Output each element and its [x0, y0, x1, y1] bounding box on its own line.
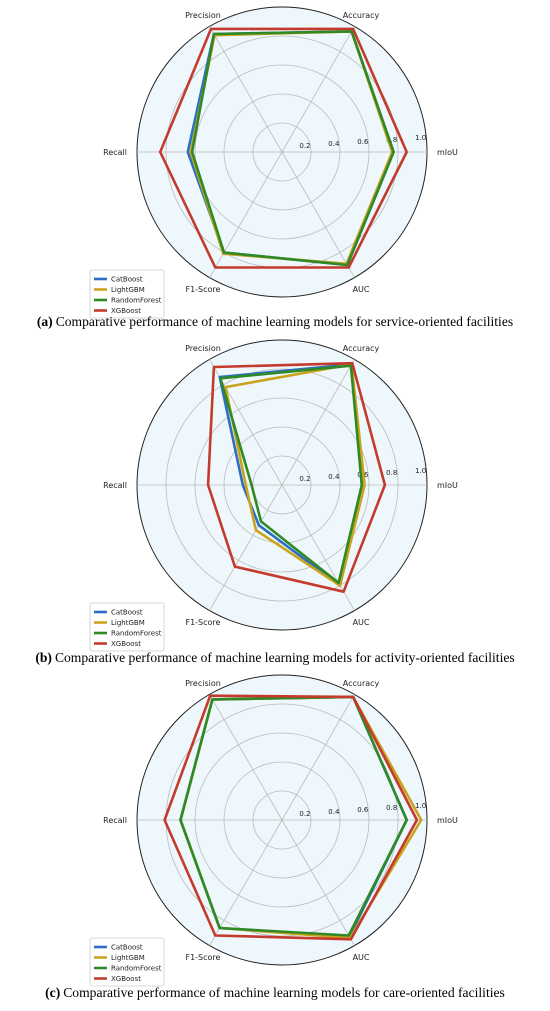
- legend-label: XGBoost: [111, 640, 141, 648]
- axis-label: Recall: [103, 481, 127, 490]
- series-line: [190, 30, 395, 267]
- axis-label: F1-Score: [185, 618, 220, 627]
- axis-label: Accuracy: [343, 679, 380, 688]
- r-tick-label: 0.2: [299, 142, 310, 150]
- legend-label: CatBoost: [111, 276, 143, 284]
- radar-chart: 0.2 0.4 0.6 0.8 1.0 mIoU Accuracy Precision Reca…: [45, 674, 505, 1001]
- legend-label: RandomForest: [111, 965, 162, 973]
- axis-label: Recall: [103, 816, 127, 825]
- spoke: [281, 484, 355, 611]
- caption-label: (b): [35, 650, 52, 666]
- legend-label: XGBoost: [111, 975, 141, 983]
- r-tick-label: 0.8: [386, 469, 397, 477]
- legend-box: [89, 602, 165, 652]
- r-tick-label: 0.6: [357, 806, 369, 814]
- legend-label: XGBoost: [111, 307, 141, 315]
- axis-label: Precision: [185, 679, 221, 688]
- series-line: [219, 364, 364, 585]
- spoke: [281, 26, 355, 153]
- r-tick-label: 0.4: [328, 140, 340, 148]
- axis-label: mIoU: [437, 148, 458, 157]
- spoke: [209, 26, 283, 153]
- r-tick-label: 1.0: [415, 134, 426, 142]
- legend-box: [89, 937, 165, 987]
- axis-label: Precision: [185, 11, 221, 20]
- legend-label: RandomForest: [111, 630, 162, 638]
- series-line: [158, 27, 408, 269]
- r-tick-label: 0.2: [299, 810, 310, 818]
- r-tick-label: 1.0: [415, 467, 426, 475]
- caption-text: Comparative performance of machine learn…: [55, 650, 515, 665]
- axis-label: AUC: [353, 285, 370, 294]
- axis-label: Precision: [185, 344, 221, 353]
- radar-chart: 0.2 0.4 0.6 0.8 1.0mIoUAccuracyPrecisionReca…: [35, 339, 515, 666]
- axis-label: AUC: [353, 953, 370, 962]
- axis-label: mIoU: [437, 481, 458, 490]
- spoke: [209, 484, 283, 611]
- r-tick-label: 0.2: [299, 475, 310, 483]
- axis-label: Recall: [103, 148, 127, 157]
- legend-label: CatBoost: [111, 609, 143, 617]
- r-tick-label: 0.6: [357, 138, 369, 146]
- axis-label: AUC: [353, 618, 370, 627]
- spoke: [281, 359, 355, 486]
- axis-label: Accuracy: [343, 344, 380, 353]
- legend-label: RandomForest: [111, 297, 162, 305]
- caption: (b) Comparative performance of machine le…: [35, 650, 514, 666]
- legend-label: LightGBM: [111, 619, 145, 627]
- axis-label: F1-Score: [185, 953, 220, 962]
- r-tick-label: 0.4: [328, 473, 340, 481]
- spoke: [281, 694, 355, 821]
- caption-text: Comparative performance of machine learn…: [56, 314, 513, 329]
- series-line: [206, 361, 387, 593]
- axis-label: Accuracy: [343, 11, 380, 20]
- caption: (c) Comparative performance of machine le…: [45, 985, 505, 1001]
- spoke: [281, 819, 355, 946]
- legend-label: LightGBM: [111, 954, 145, 962]
- r-tick-label: 0.8: [386, 804, 397, 812]
- radar-chart: 0.2 0.4 0.6 0.8 1.0 mIoU Accuracy Precision Reca…: [37, 6, 513, 330]
- spoke: [281, 151, 355, 278]
- caption-text: Comparative performance of machine learn…: [63, 985, 505, 1000]
- r-tick-label: 0.4: [328, 808, 340, 816]
- legend-box: [89, 269, 165, 319]
- caption-label: (a): [37, 314, 53, 330]
- axis-label: mIoU: [437, 816, 458, 825]
- r-tick-label: 1.0: [415, 802, 426, 810]
- r-tick-label: 0.8: [386, 136, 397, 144]
- axis-label: F1-Score: [185, 285, 220, 294]
- legend-label: CatBoost: [111, 944, 143, 952]
- spoke: [209, 151, 283, 278]
- caption-label: (c): [45, 985, 60, 1001]
- caption: (a) Comparative performance of machine le…: [37, 314, 513, 330]
- legend-label: LightGBM: [111, 286, 145, 294]
- spoke: [209, 819, 283, 946]
- spoke: [209, 694, 283, 821]
- series-line: [163, 694, 419, 941]
